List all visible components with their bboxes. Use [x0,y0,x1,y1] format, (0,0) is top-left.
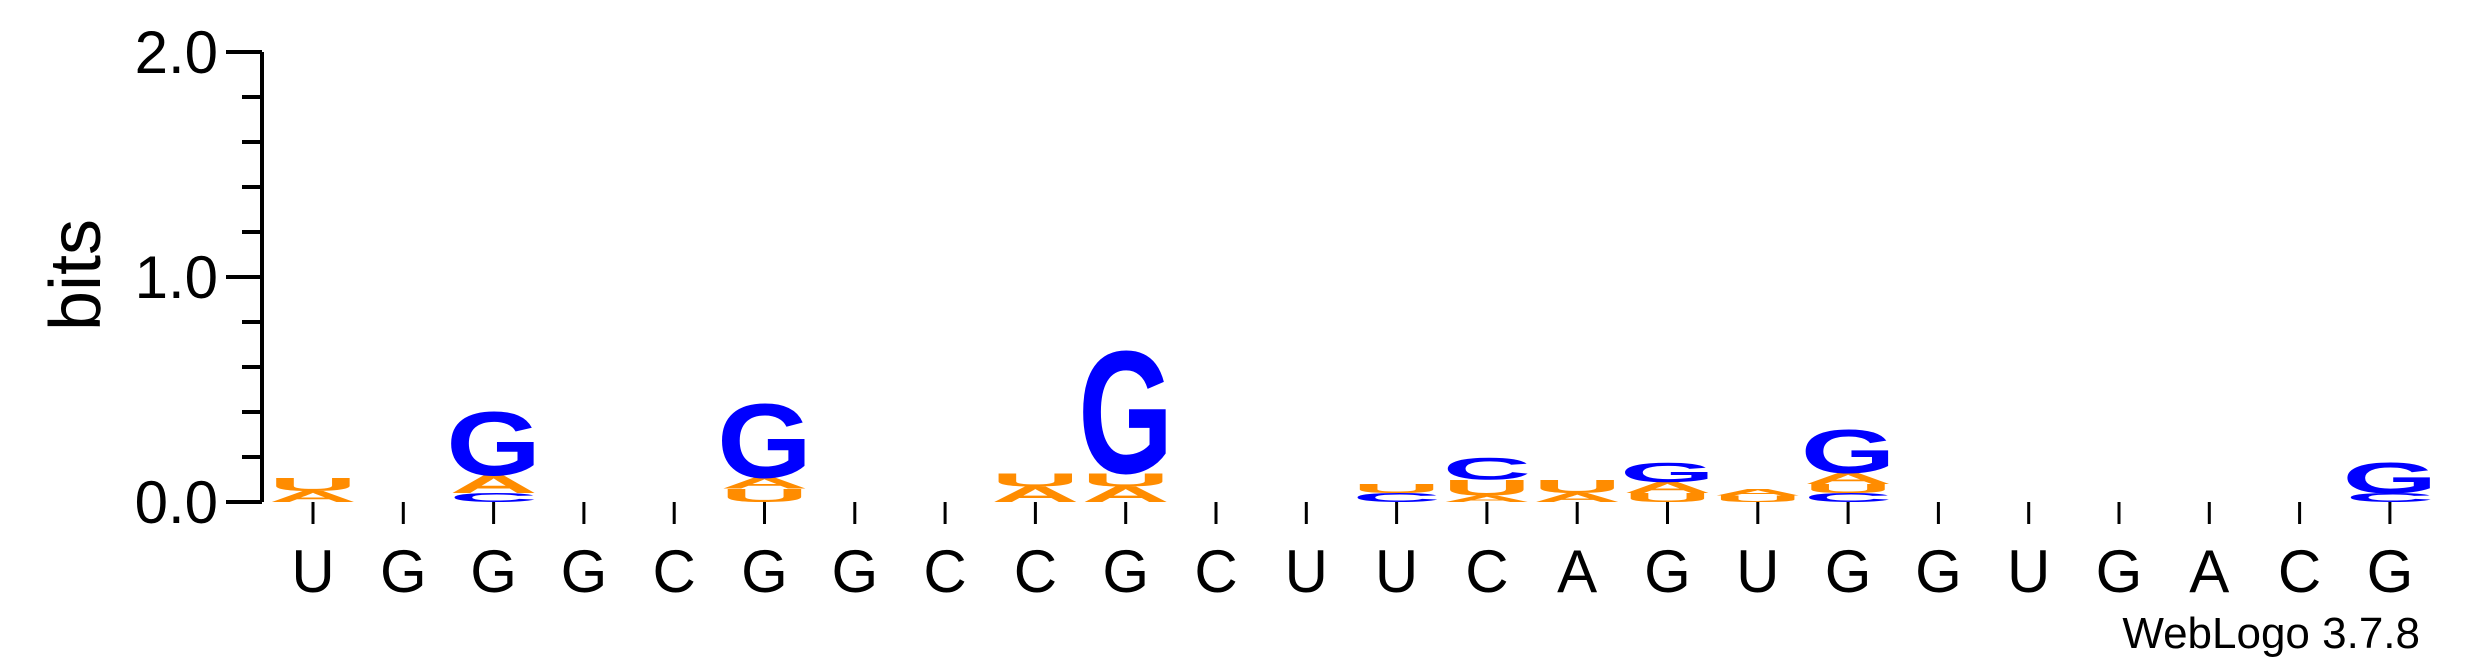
letter-G: G [1801,416,1896,486]
y-axis-title: bits [36,219,116,331]
letter-C: C [1804,491,1892,505]
position-label: G [1825,538,1872,605]
position-label: C [1194,538,1237,605]
letter-A: A [1714,487,1802,497]
glyph-G: G [446,393,541,494]
glyph-U: U [1623,491,1711,505]
glyph-C: C [449,491,537,505]
letter-G: G [1078,314,1173,510]
position-label: U [2007,538,2050,605]
glyph-U: U [720,485,808,506]
glyph-G: G [2342,454,2437,503]
glyph-A: A [1533,491,1621,505]
glyph-U: U [1352,482,1440,496]
letter-A: A [269,488,357,505]
position-label: G [1644,538,1691,605]
letter-A: A [1533,491,1621,505]
position-label: G [2367,538,2414,605]
position-label: G [2096,538,2143,605]
position-label: U [291,538,334,605]
weblogo-credit: WebLogo 3.7.8 [2122,609,2420,658]
glyph-C: C [1352,491,1440,505]
letter-G: G [446,393,541,494]
glyph-U: U [1804,482,1892,496]
position-label: C [1465,538,1508,605]
glyph-A: A [449,470,537,498]
letter-U: U [1714,494,1802,504]
y-tick-label: 1.0 [135,244,218,311]
glyph-G: G [1078,314,1173,510]
position-label: U [1285,538,1328,605]
glyph-A: A [1804,470,1892,487]
position-label: G [831,538,878,605]
position-label: G [1915,538,1962,605]
glyph-A: A [1443,494,1531,504]
glyph-U: U [269,474,357,495]
y-axis: 0.0 1.0 2.0 [135,19,264,536]
letter-U: U [1443,476,1531,500]
glyph-A: A [1623,479,1711,496]
glyph-C: C [1804,491,1892,505]
letter-C: C [1443,451,1531,486]
letter-U: U [991,469,1079,490]
position-label: C [653,538,696,605]
glyph-U: U [1533,476,1621,497]
glyph-G: G [1620,456,1715,487]
position-label: U [1736,538,1779,605]
position-label: A [1557,538,1597,605]
letter-G: G [717,382,812,501]
letter-U: U [720,485,808,506]
letter-U: U [1804,482,1892,496]
letter-C: C [449,491,537,505]
y-tick-label: 0.0 [135,469,218,536]
glyph-U: U [1714,494,1802,504]
letter-A: A [1804,470,1892,487]
y-tick-label: 2.0 [135,19,218,86]
glyph-U: U [991,469,1079,490]
glyph-A: A [720,475,808,492]
position-label: C [1014,538,1057,605]
glyph-A: A [1714,487,1802,497]
glyph-G: G [717,382,812,501]
position-label: C [923,538,966,605]
position-label: G [1102,538,1149,605]
letter-A: A [720,475,808,492]
letter-U: U [1082,469,1170,490]
position-label: A [2189,538,2229,605]
letter-G: G [2342,454,2437,503]
letter-U: U [1533,476,1621,497]
position-label: G [561,538,608,605]
letter-A: A [1443,494,1531,504]
position-label: U [1375,538,1418,605]
letter-G: G [1620,456,1715,487]
letter-U: U [269,474,357,495]
glyph-G: G [1801,416,1896,486]
glyph-C: C [2346,491,2434,505]
letter-A: A [1623,479,1711,496]
letter-U: U [1352,482,1440,496]
letter-A: A [449,470,537,498]
letter-U: U [1623,491,1711,505]
position-label: G [470,538,517,605]
position-label: G [380,538,427,605]
glyph-C: C [1443,451,1531,486]
letter-C: C [1352,491,1440,505]
letter-C: C [2346,491,2434,505]
position-label: C [2278,538,2321,605]
glyph-U: U [1443,476,1531,500]
position-label: G [741,538,788,605]
glyph-A: A [269,488,357,505]
glyph-U: U [1082,469,1170,490]
